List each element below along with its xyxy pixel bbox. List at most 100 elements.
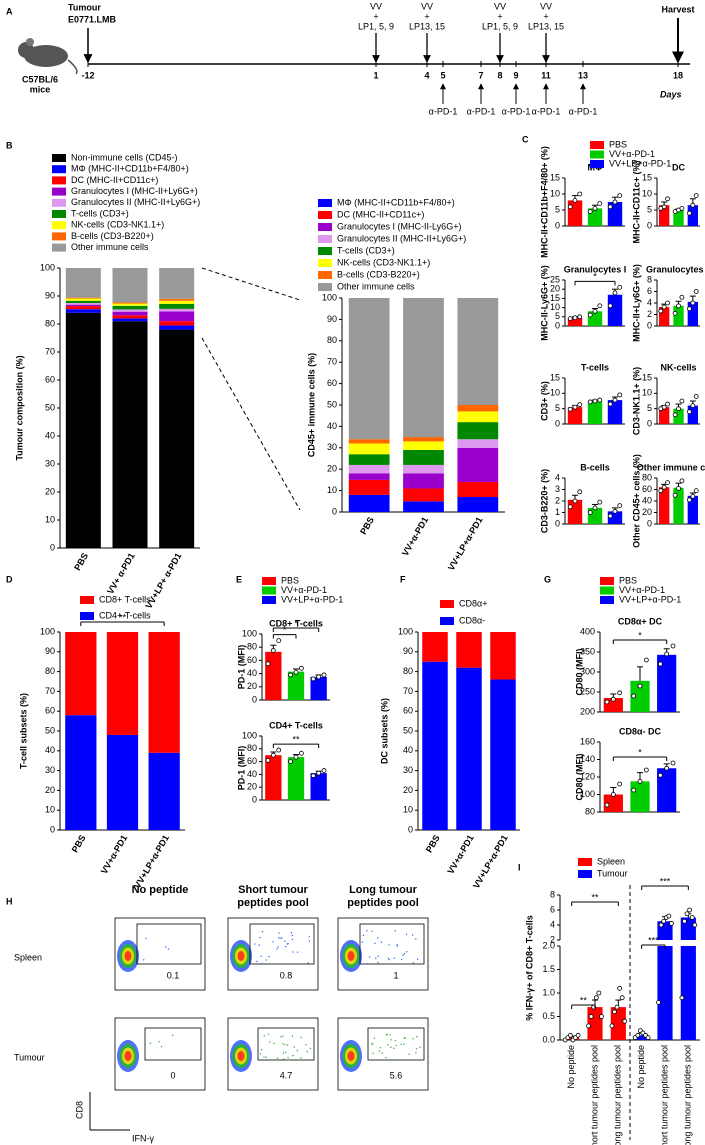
legend-swatch bbox=[80, 612, 94, 620]
data-point bbox=[669, 921, 674, 926]
panel-label: I bbox=[518, 862, 521, 872]
data-point bbox=[572, 404, 578, 410]
legend-label: PBS bbox=[619, 575, 637, 585]
flow-event bbox=[167, 948, 170, 950]
data-point bbox=[293, 754, 299, 760]
legend-swatch bbox=[52, 243, 66, 252]
flow-event bbox=[416, 958, 419, 960]
flow-event bbox=[254, 943, 256, 945]
significance-label: *** bbox=[660, 876, 671, 886]
bar bbox=[607, 294, 623, 326]
y-tick-label: 5 bbox=[647, 204, 652, 214]
data-point bbox=[658, 308, 664, 314]
legend-swatch bbox=[318, 271, 332, 279]
data-point bbox=[612, 508, 618, 514]
data-point bbox=[679, 294, 685, 300]
flow-density bbox=[124, 951, 132, 961]
data-point bbox=[679, 478, 685, 484]
y-tick-label: 0 bbox=[332, 506, 337, 516]
legend-label: NK-cells (CD3-NK1.1+) bbox=[71, 220, 164, 230]
bar-segment bbox=[106, 734, 139, 830]
flow-event bbox=[291, 938, 294, 941]
data-point bbox=[661, 204, 667, 210]
y-tick-label: 100 bbox=[242, 730, 257, 740]
legend-swatch bbox=[318, 247, 332, 255]
data-point bbox=[293, 669, 299, 675]
bar-segment bbox=[159, 325, 195, 330]
y-tick-label: 1.5 bbox=[542, 964, 555, 974]
flow-event bbox=[158, 1040, 160, 1043]
y-tick-label: 10 bbox=[642, 188, 652, 198]
chart-title: CD4+ T-cells bbox=[269, 720, 323, 730]
bar-segment bbox=[348, 439, 390, 444]
legend-swatch bbox=[52, 221, 66, 230]
legend-swatch bbox=[52, 165, 66, 174]
y-tick-label: 50 bbox=[45, 402, 55, 412]
legend-swatch bbox=[318, 235, 332, 243]
data-point bbox=[637, 778, 643, 784]
flow-event bbox=[396, 945, 398, 947]
data-point bbox=[588, 1014, 594, 1019]
data-point bbox=[572, 197, 578, 203]
legend-label: VV+LP+α-PD-1 bbox=[609, 158, 671, 168]
chart-title: Other immune cells bbox=[637, 462, 705, 472]
data-point bbox=[612, 290, 618, 296]
flow-event bbox=[371, 1043, 373, 1045]
flow-y-axis-label: CD8 bbox=[74, 1101, 84, 1119]
flow-event bbox=[366, 962, 369, 965]
y-tick-label: 50 bbox=[45, 725, 55, 735]
injection-label: LP13, 15 bbox=[409, 21, 445, 31]
flow-event bbox=[282, 1035, 284, 1037]
bar-segment bbox=[457, 439, 499, 448]
y-tick-label: 70 bbox=[45, 686, 55, 696]
pd1-label: α-PD-1 bbox=[467, 106, 496, 116]
y-tick-label: 20 bbox=[550, 284, 560, 294]
data-point bbox=[592, 308, 598, 314]
data-point bbox=[607, 513, 613, 519]
data-point bbox=[599, 1014, 604, 1019]
bar-segment bbox=[159, 311, 195, 322]
bar-segment bbox=[112, 305, 148, 310]
data-point bbox=[567, 1032, 573, 1038]
y-tick-label: 140 bbox=[580, 754, 595, 764]
data-point bbox=[597, 397, 603, 403]
bar-segment bbox=[112, 318, 148, 322]
y-tick-label: 50 bbox=[403, 725, 413, 735]
flow-event bbox=[400, 1043, 402, 1045]
y-tick-label: 80 bbox=[403, 666, 413, 676]
bar-segment bbox=[159, 268, 195, 299]
legend-label: Other immune cells bbox=[337, 281, 415, 291]
flow-event bbox=[260, 955, 262, 957]
legend-swatch bbox=[318, 283, 332, 291]
legend-swatch bbox=[440, 600, 454, 608]
legend-label: Other immune cells bbox=[71, 242, 149, 252]
flow-event bbox=[394, 1039, 396, 1042]
flow-column-header: Short tumour peptides pool bbox=[237, 884, 309, 909]
mouse-label: C57BL/6 bbox=[22, 74, 58, 84]
bar-segment bbox=[65, 715, 97, 830]
bar-segment bbox=[65, 632, 97, 716]
flow-event bbox=[361, 941, 364, 943]
legend-label: Spleen bbox=[597, 856, 625, 866]
x-tick-label: VV+α-PD1 bbox=[99, 833, 129, 876]
flow-density bbox=[347, 1051, 355, 1061]
y-tick-label: 4 bbox=[647, 297, 652, 307]
flow-gate bbox=[136, 923, 202, 965]
data-point bbox=[614, 1004, 620, 1010]
flow-event bbox=[385, 1056, 387, 1059]
legend-label: MΦ (MHC-II+CD11b+F4/80+) bbox=[337, 197, 455, 207]
y-axis-label: PD-1 (MFI) bbox=[236, 746, 246, 791]
flow-event bbox=[306, 1050, 308, 1053]
flow-event bbox=[309, 1047, 312, 1050]
flow-value: 1 bbox=[393, 970, 398, 980]
y-tick-label: 60 bbox=[327, 378, 337, 388]
bar-segment bbox=[403, 473, 444, 489]
y-tick-label: 30 bbox=[403, 765, 413, 775]
zoom-line bbox=[201, 267, 301, 301]
x-tick-label: Short tumour peptides pool bbox=[589, 1045, 599, 1145]
y-tick-label: 30 bbox=[327, 442, 337, 452]
y-tick-label: 90 bbox=[45, 290, 55, 300]
flow-event bbox=[260, 1048, 263, 1051]
x-tick-label: No peptide bbox=[566, 1045, 576, 1089]
